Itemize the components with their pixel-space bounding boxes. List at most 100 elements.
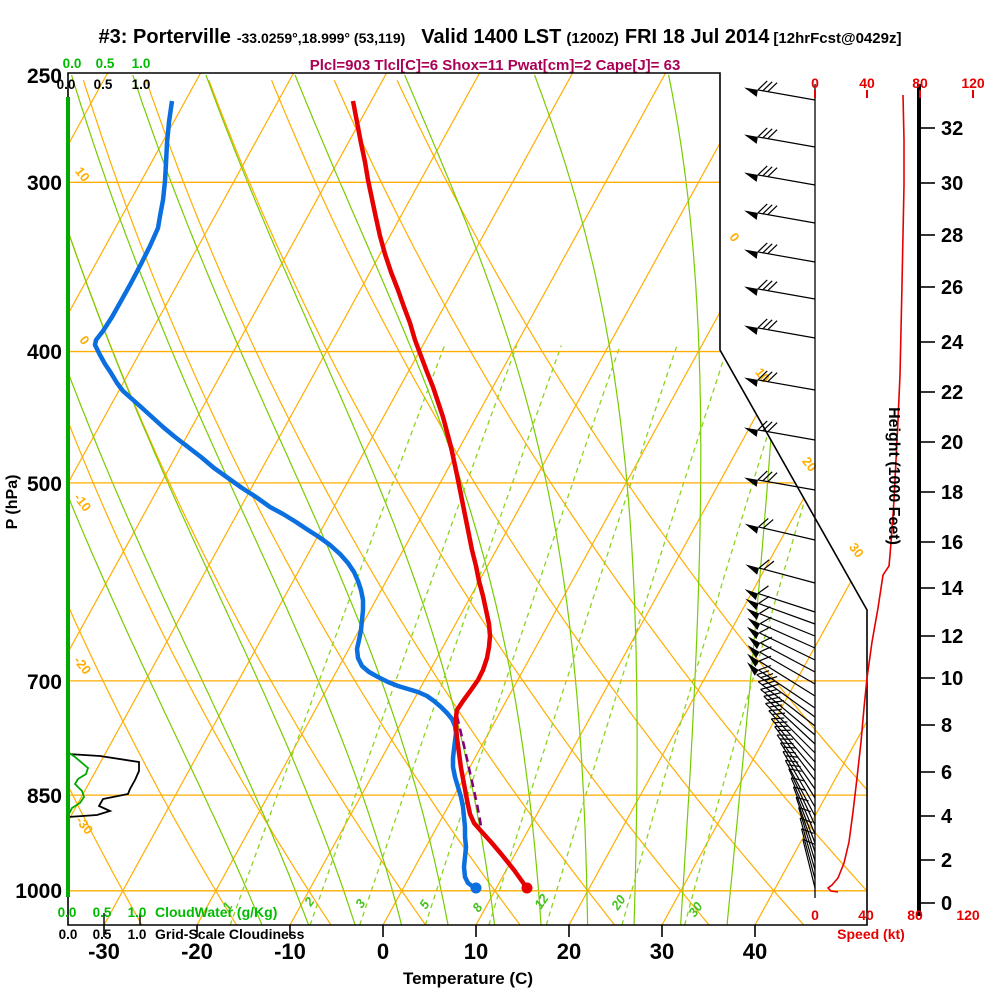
isotherm-line: [382, 73, 853, 925]
cloudwater-top-scale: 1.0: [132, 56, 151, 71]
barb-feather: [756, 670, 770, 676]
barb-feather: [762, 280, 773, 291]
dry-adiabat-line: [396, 79, 867, 925]
barb-feather: [757, 585, 769, 594]
speed-bottom-label: 0: [811, 907, 819, 923]
mixing-ratio-label: 20: [607, 892, 629, 914]
cloudwater-top-scale: 0.0: [63, 56, 82, 71]
cloudwater-bottom-scale: 0.5: [93, 905, 112, 920]
mixing-ratio-label: 12: [531, 891, 552, 912]
barb-feather: [788, 768, 802, 772]
barb-feather: [759, 646, 772, 653]
mixing-ratio-line: [621, 345, 797, 925]
cloudiness-scale-title: Grid-Scale Cloudiness: [155, 926, 305, 942]
barb-staff: [770, 718, 816, 772]
dry-adiabat-line: [333, 79, 867, 925]
barb-pennant: [746, 626, 760, 640]
barb-feather: [760, 673, 774, 679]
barb-staff: [758, 526, 816, 541]
speed-top-label: 0: [811, 75, 819, 91]
station-name: #3: Porterville: [98, 26, 231, 48]
barb-feather: [762, 319, 773, 330]
barb-staff: [765, 703, 816, 754]
barb-staff: [757, 174, 816, 186]
barb-feather: [757, 318, 768, 329]
height-tick-label: 2: [941, 850, 952, 872]
barb-feather: [758, 595, 770, 604]
barb-feather: [762, 166, 773, 177]
barb-staff: [758, 567, 816, 584]
wind-barb: [756, 670, 816, 718]
height-tick-label: 14: [941, 578, 964, 600]
barb-staff: [757, 288, 816, 300]
barb-feather: [785, 755, 799, 758]
moist-adiabat-line: [726, 74, 785, 925]
barb-feather: [758, 626, 772, 634]
barb-staff: [799, 817, 816, 871]
wind-barb: [744, 242, 816, 263]
dry-adiabat-line: [68, 80, 238, 925]
barb-feather: [762, 421, 773, 432]
moist-adiabat-line: [68, 74, 356, 925]
barb-pennant: [744, 249, 758, 259]
cloudiness-top-scale: 0.0: [57, 77, 76, 92]
barb-feather: [771, 717, 785, 720]
isotherm-line: [661, 73, 867, 925]
cloudiness-bottom-scale: 1.0: [128, 927, 147, 942]
barb-pennant: [744, 286, 758, 296]
barb-feather: [772, 712, 786, 716]
stability-indices: Plcl=903 Tlcl[C]=6 Shox=11 Pwat[cm]=2 Ca…: [309, 57, 681, 74]
barb-pennant: [746, 608, 760, 621]
wind-barb: [768, 708, 816, 763]
wind-barb: [770, 717, 816, 772]
mixing-ratio-line: [488, 345, 678, 925]
wind-barb-column: [744, 80, 816, 898]
barb-staff: [756, 674, 816, 718]
pressure-tick-label: 250: [27, 65, 62, 88]
cloudiness-top-scale: 1.0: [132, 77, 151, 92]
height-tick-label: 28: [941, 225, 963, 247]
pressure-tick-label: 700: [27, 671, 62, 694]
isotherm-line: [68, 73, 388, 925]
barb-feather: [767, 320, 778, 331]
mixing-ratio-label: 30: [685, 899, 706, 920]
barb-feather: [774, 721, 788, 724]
barb-feather: [767, 244, 778, 255]
wind-barb: [799, 817, 816, 871]
cloudiness-profile: [68, 753, 140, 818]
barb-feather: [767, 281, 778, 292]
station-coords: -33.0259°,18.999° (53,119): [236, 30, 406, 46]
barb-feather: [758, 664, 772, 671]
wind-barb: [744, 517, 816, 541]
barb-feather: [759, 636, 773, 644]
wind-barb: [744, 80, 816, 101]
barb-feather: [762, 128, 773, 139]
barb-feather: [762, 519, 774, 529]
barb-staff: [760, 688, 816, 736]
height-tick-label: 6: [941, 762, 952, 784]
height-axis-title: Height (1000 Feet): [885, 407, 902, 545]
barb-pennant: [747, 636, 761, 650]
barb-pennant: [744, 87, 758, 97]
height-tick-label: 26: [941, 277, 963, 299]
mixing-ratio-line: [309, 345, 518, 925]
isotherm-line: [196, 73, 667, 925]
barb-feather: [759, 606, 771, 615]
barb-pennant: [747, 645, 760, 659]
valid-time: Valid 1400 LST: [421, 26, 562, 48]
dry-adiabat-line: [145, 80, 616, 925]
barb-feather: [768, 708, 782, 712]
barb-staff: [757, 251, 816, 263]
barb-feather: [762, 680, 775, 686]
mixing-ratio-label: 2: [301, 894, 318, 910]
temperature-axis-title: Temperature (C): [403, 969, 533, 988]
barb-feather: [764, 675, 778, 682]
barb-staff: [758, 669, 816, 709]
barb-feather: [758, 655, 772, 662]
barb-feather: [757, 127, 768, 138]
wind-barb: [746, 626, 816, 661]
barb-pennant: [744, 325, 758, 335]
barb-staff: [757, 479, 816, 491]
wind-barb: [744, 370, 816, 391]
